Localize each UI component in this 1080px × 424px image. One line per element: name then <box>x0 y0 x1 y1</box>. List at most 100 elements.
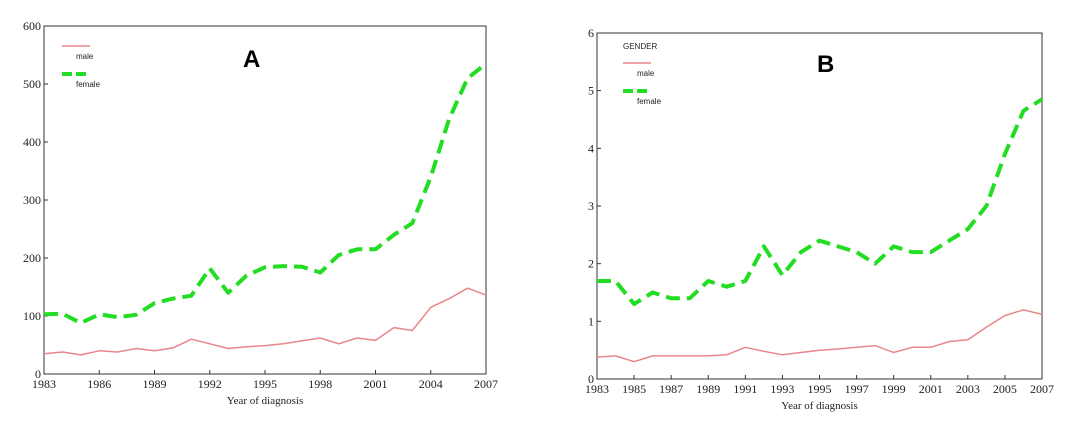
data-point-female <box>246 274 248 276</box>
data-point-male <box>707 355 709 357</box>
y-tick-label: 400 <box>23 135 41 149</box>
data-point-female <box>1004 153 1006 155</box>
data-point-male <box>670 355 672 357</box>
legend-label-female: female <box>76 80 101 89</box>
y-tick-label: 2 <box>588 257 594 271</box>
series-line-female <box>43 62 488 325</box>
data-point-female <box>375 248 377 250</box>
data-point-male <box>264 345 266 347</box>
data-point-male <box>375 339 377 341</box>
data-point-female <box>763 245 765 247</box>
x-tick-label: 1999 <box>882 382 906 396</box>
data-point-male <box>1041 313 1043 315</box>
chart-panel-a: 0 100 200 300 400 500 600 1983 1986 1989 1992 1995 1… <box>23 19 498 407</box>
data-point-male <box>98 350 100 352</box>
data-point-female <box>356 248 358 250</box>
data-point-female <box>744 280 746 282</box>
y-tick-label: 5 <box>588 84 594 98</box>
data-point-male <box>726 354 728 356</box>
x-tick-label: 1989 <box>143 377 167 391</box>
data-point-female <box>467 77 469 79</box>
panel-label: A <box>243 46 260 73</box>
data-point-male <box>633 361 635 363</box>
data-point-male <box>430 306 432 308</box>
x-tick-label: 1989 <box>696 382 720 396</box>
y-tick-label: 6 <box>588 26 594 40</box>
data-point-female <box>485 63 487 65</box>
legend-label-male: male <box>76 52 94 61</box>
data-point-female <box>874 263 876 265</box>
data-point-female <box>689 297 691 299</box>
data-point-female <box>209 267 211 269</box>
data-point-female <box>430 176 432 178</box>
data-point-female <box>911 251 913 253</box>
data-point-male <box>117 351 119 353</box>
data-point-male <box>893 351 895 353</box>
data-point-female <box>633 303 635 305</box>
x-tick-label: 2005 <box>993 382 1017 396</box>
y-tick-label: 300 <box>23 193 41 207</box>
x-tick-label: 1987 <box>659 382 683 396</box>
data-point-female <box>393 234 395 236</box>
y-tick-label: 500 <box>23 77 41 91</box>
data-point-male <box>154 350 156 352</box>
data-point-female <box>596 280 598 282</box>
x-tick-label: 1991 <box>733 382 757 396</box>
y-tick-label: 600 <box>23 19 41 33</box>
y-tick-label: 200 <box>23 251 41 265</box>
data-point-male <box>763 350 765 352</box>
data-point-female <box>837 245 839 247</box>
series-line-male <box>596 309 1043 363</box>
data-point-male <box>246 346 248 348</box>
data-point-female <box>1022 110 1024 112</box>
data-point-female <box>800 251 802 253</box>
data-point-male <box>43 353 45 355</box>
data-point-female <box>985 205 987 207</box>
data-point-male <box>467 287 469 289</box>
x-tick-label: 2001 <box>364 377 388 391</box>
plot-frame <box>43 25 487 375</box>
data-point-male <box>967 339 969 341</box>
data-point-female <box>172 298 174 300</box>
data-point-female <box>154 302 156 304</box>
data-point-male <box>411 330 413 332</box>
data-point-male <box>615 355 617 357</box>
data-point-female <box>819 240 821 242</box>
data-point-male <box>856 346 858 348</box>
data-point-female <box>264 266 266 268</box>
data-point-male <box>911 346 913 348</box>
data-point-male <box>172 347 174 349</box>
data-point-female <box>338 254 340 256</box>
data-point-female <box>615 280 617 282</box>
y-tick-label: 3 <box>588 199 594 213</box>
data-point-female <box>117 316 119 318</box>
data-point-male <box>485 294 487 296</box>
data-point-female <box>301 266 303 268</box>
data-point-male <box>448 298 450 300</box>
x-tick-label: 1983 <box>585 382 609 396</box>
x-tick-label: 1983 <box>32 377 56 391</box>
data-point-female <box>948 240 950 242</box>
x-axis-title: Year of diagnosis <box>227 395 304 407</box>
chart-b-svg: 0 1 2 3 4 5 6 1983 1985 1987 1989 1991 1993 1995 1997 1… <box>585 26 1054 412</box>
plot-frame <box>596 32 1043 380</box>
data-point-female <box>135 314 137 316</box>
data-point-male <box>190 338 192 340</box>
data-point-female <box>930 251 932 253</box>
x-tick-label: 1992 <box>198 377 222 391</box>
data-point-male <box>209 343 211 345</box>
chart-a-svg: 0 100 200 300 400 500 600 1983 1986 1989 1992 1995 1… <box>23 19 498 407</box>
legend-title: GENDER <box>623 42 657 51</box>
data-point-female <box>319 272 321 274</box>
x-axis-title: Year of diagnosis <box>781 400 858 412</box>
data-point-female <box>967 228 969 230</box>
y-tick-label: 0 <box>35 367 41 381</box>
data-point-male <box>652 355 654 357</box>
data-point-male <box>356 337 358 339</box>
data-point-male <box>985 326 987 328</box>
data-point-male <box>781 354 783 356</box>
y-tick-label: 4 <box>588 141 594 155</box>
x-tick-label: 1995 <box>253 377 277 391</box>
data-point-female <box>227 292 229 294</box>
panel-label: B <box>817 51 834 78</box>
